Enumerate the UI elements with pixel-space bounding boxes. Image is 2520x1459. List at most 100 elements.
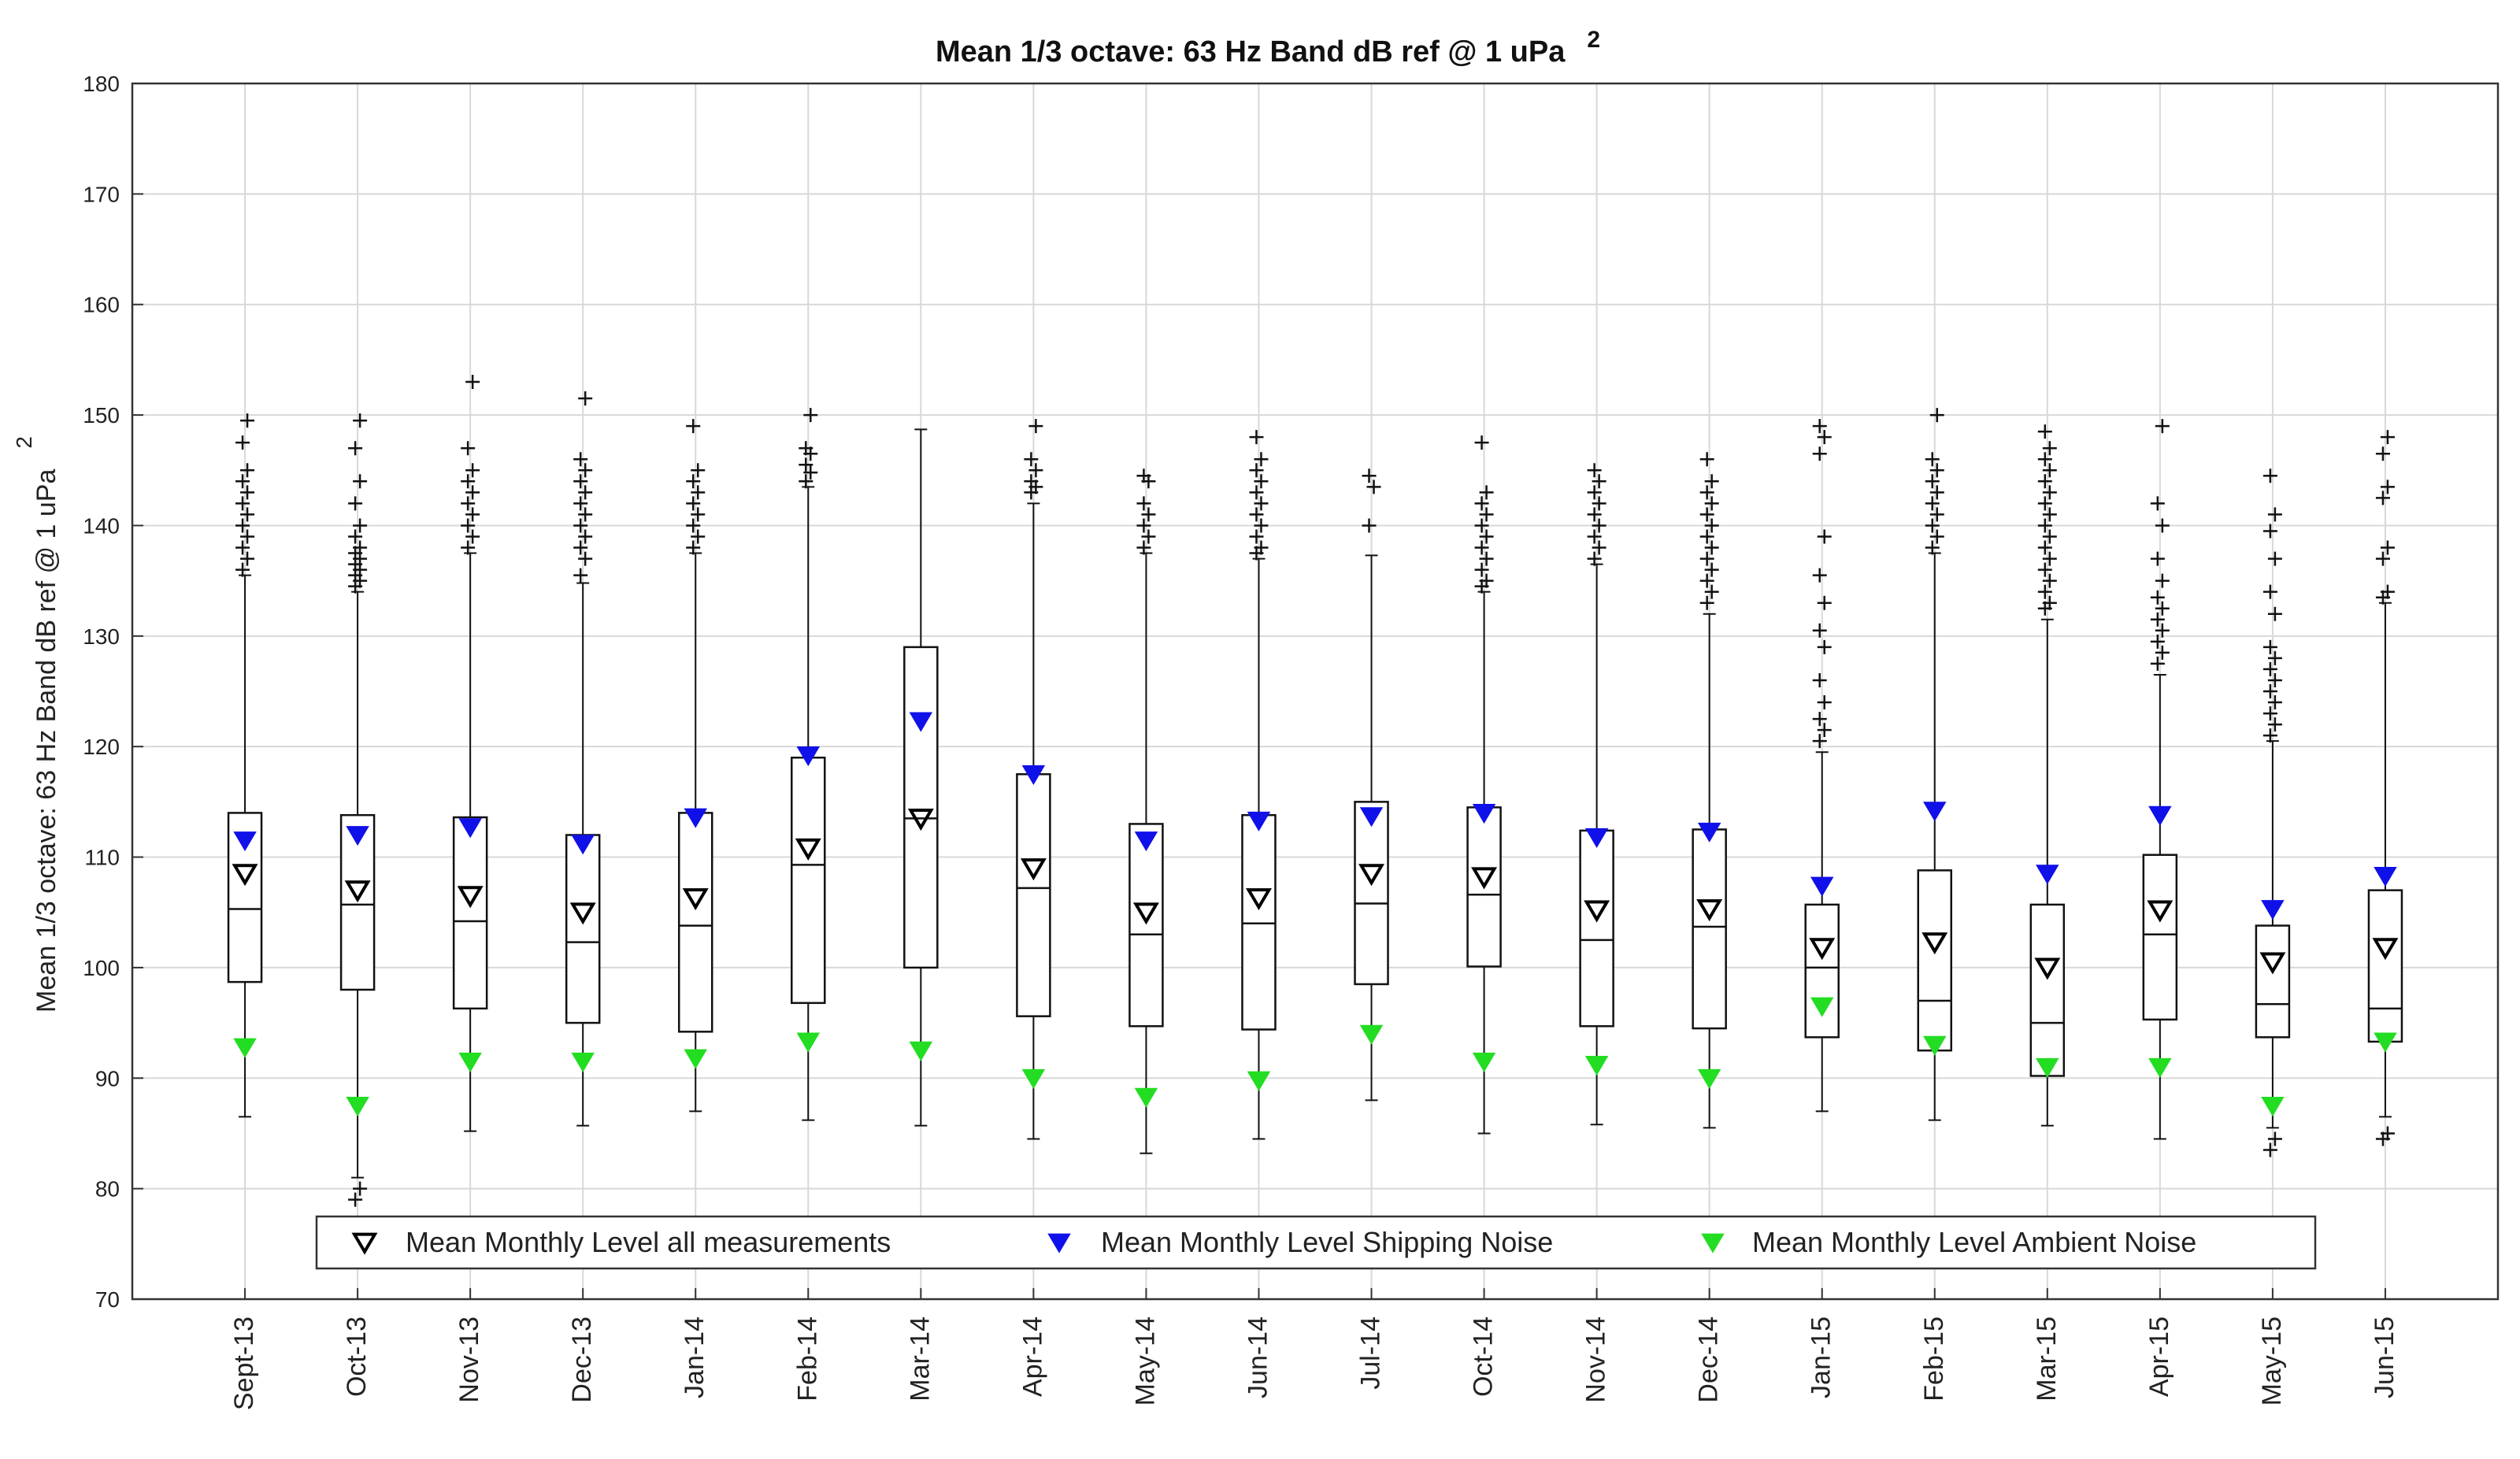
outlier-point [2037, 452, 2052, 467]
outlier-point [461, 540, 476, 555]
outlier-point [1704, 474, 1719, 489]
outlier-point [1028, 419, 1043, 434]
series-marker [1584, 1056, 1609, 1076]
x-tick-label: Feb-15 [1919, 1316, 1949, 1402]
y-tick-label: 130 [83, 624, 120, 649]
series-marker [684, 808, 707, 828]
outlier-point [2262, 684, 2277, 698]
outlier-point [348, 1192, 363, 1207]
outlier-point [1024, 474, 1039, 489]
legend: Mean Monthly Level all measurements Mean … [315, 1215, 2317, 1270]
y-tick-label: 80 [95, 1177, 120, 1202]
outlier-point [578, 391, 593, 406]
box-iqr [1241, 813, 1277, 1031]
series-marker [458, 1052, 482, 1072]
outlier-point [1249, 485, 1264, 500]
outlier-point [1587, 463, 1602, 478]
outlier-point [2037, 424, 2052, 439]
series-marker [2148, 1057, 2172, 1078]
legend-marker [1701, 1233, 1725, 1253]
legend-marker [351, 1232, 378, 1255]
y-tick-label: 180 [83, 72, 120, 96]
x-tick-label: Apr-15 [2144, 1316, 2174, 1397]
outlier-point [578, 507, 593, 522]
outlier-point [2150, 656, 2165, 671]
outlier-point [1699, 485, 1714, 500]
outlier-point [2267, 551, 2282, 566]
outlier-point [1136, 496, 1151, 511]
box-iqr [1804, 903, 1840, 1039]
outlier-point [573, 518, 588, 533]
box-iqr [1354, 801, 1389, 986]
outlier-point [2267, 695, 2282, 710]
outlier-point [2155, 419, 2170, 434]
series-marker [2259, 952, 2286, 975]
series-marker [1472, 804, 1496, 824]
outlier-point [2380, 480, 2395, 494]
chart-title: Mean 1/3 octave: 63 Hz Band dB ref @ 1 u… [936, 27, 1600, 69]
outlier-point [1141, 529, 1156, 544]
outlier-point [799, 474, 813, 489]
x-tick-label: Sept-13 [229, 1316, 259, 1410]
outlier-point [2267, 672, 2282, 687]
series-marker [2036, 1057, 2059, 1078]
series-marker [796, 746, 821, 767]
outlier-point [573, 568, 588, 583]
series-marker [457, 886, 484, 909]
series-marker [1020, 858, 1047, 881]
outlier-point [2150, 612, 2165, 627]
outlier-point [235, 474, 250, 489]
outlier-point [2267, 606, 2282, 621]
series-marker [1359, 807, 1384, 828]
x-tick-label: Oct-14 [1469, 1316, 1499, 1397]
outlier-point [1699, 551, 1714, 566]
outlier-point [465, 507, 480, 522]
outlier-point [2267, 717, 2282, 732]
series-marker [233, 1038, 257, 1058]
outlier-point [2042, 595, 2057, 610]
x-tick-label: Apr-14 [1017, 1316, 1047, 1397]
series-marker [1922, 932, 1948, 955]
series-marker [1134, 1087, 1158, 1108]
series-marker [2148, 805, 2172, 826]
series-marker [1696, 899, 1723, 922]
outlier-point [1362, 468, 1377, 483]
x-tick-label: Jul-14 [1356, 1316, 1386, 1390]
x-axis: Sept-13 Oct-13 Nov-13 Dec-13 Jan-14 Feb-14 Mar… [229, 1288, 2400, 1410]
outlier-point [1587, 551, 1602, 566]
series-marker [796, 1032, 821, 1053]
series-marker [571, 1052, 595, 1072]
outlier-point [1812, 734, 1827, 749]
outlier-point [1817, 723, 1832, 738]
outlier-point [1587, 485, 1602, 500]
series-marker [1358, 864, 1385, 887]
series-marker [346, 826, 369, 846]
outlier-point [235, 540, 250, 555]
box-iqr [677, 812, 713, 1033]
series-marker [346, 1096, 369, 1117]
series-marker [1810, 997, 1834, 1017]
box-iqr [2142, 854, 2178, 1021]
y-tick-label: 90 [95, 1066, 120, 1091]
outlier-point [353, 474, 368, 489]
x-tick-label: Mar-15 [2032, 1316, 2062, 1402]
outlier-point [1812, 419, 1827, 434]
outlier-point [240, 413, 255, 428]
outlier-point [465, 463, 480, 478]
y-axis-title-superscript: 2 [12, 436, 36, 449]
outlier-point [1479, 485, 1494, 500]
outliers-group [235, 374, 2395, 1207]
outlier-point [1249, 463, 1264, 478]
series-marker [2374, 1032, 2397, 1053]
outlier-point [240, 507, 255, 522]
outlier-point [1817, 595, 1832, 610]
outlier-point [1817, 639, 1832, 654]
outlier-point [1925, 496, 1940, 511]
outlier-point [1699, 595, 1714, 610]
outlier-point [691, 485, 706, 500]
outlier-point [2037, 562, 2052, 577]
outlier-point [2042, 485, 2057, 500]
outlier-point [2262, 661, 2277, 676]
x-tick-label: May-14 [1130, 1316, 1160, 1405]
outlier-point [240, 463, 255, 478]
